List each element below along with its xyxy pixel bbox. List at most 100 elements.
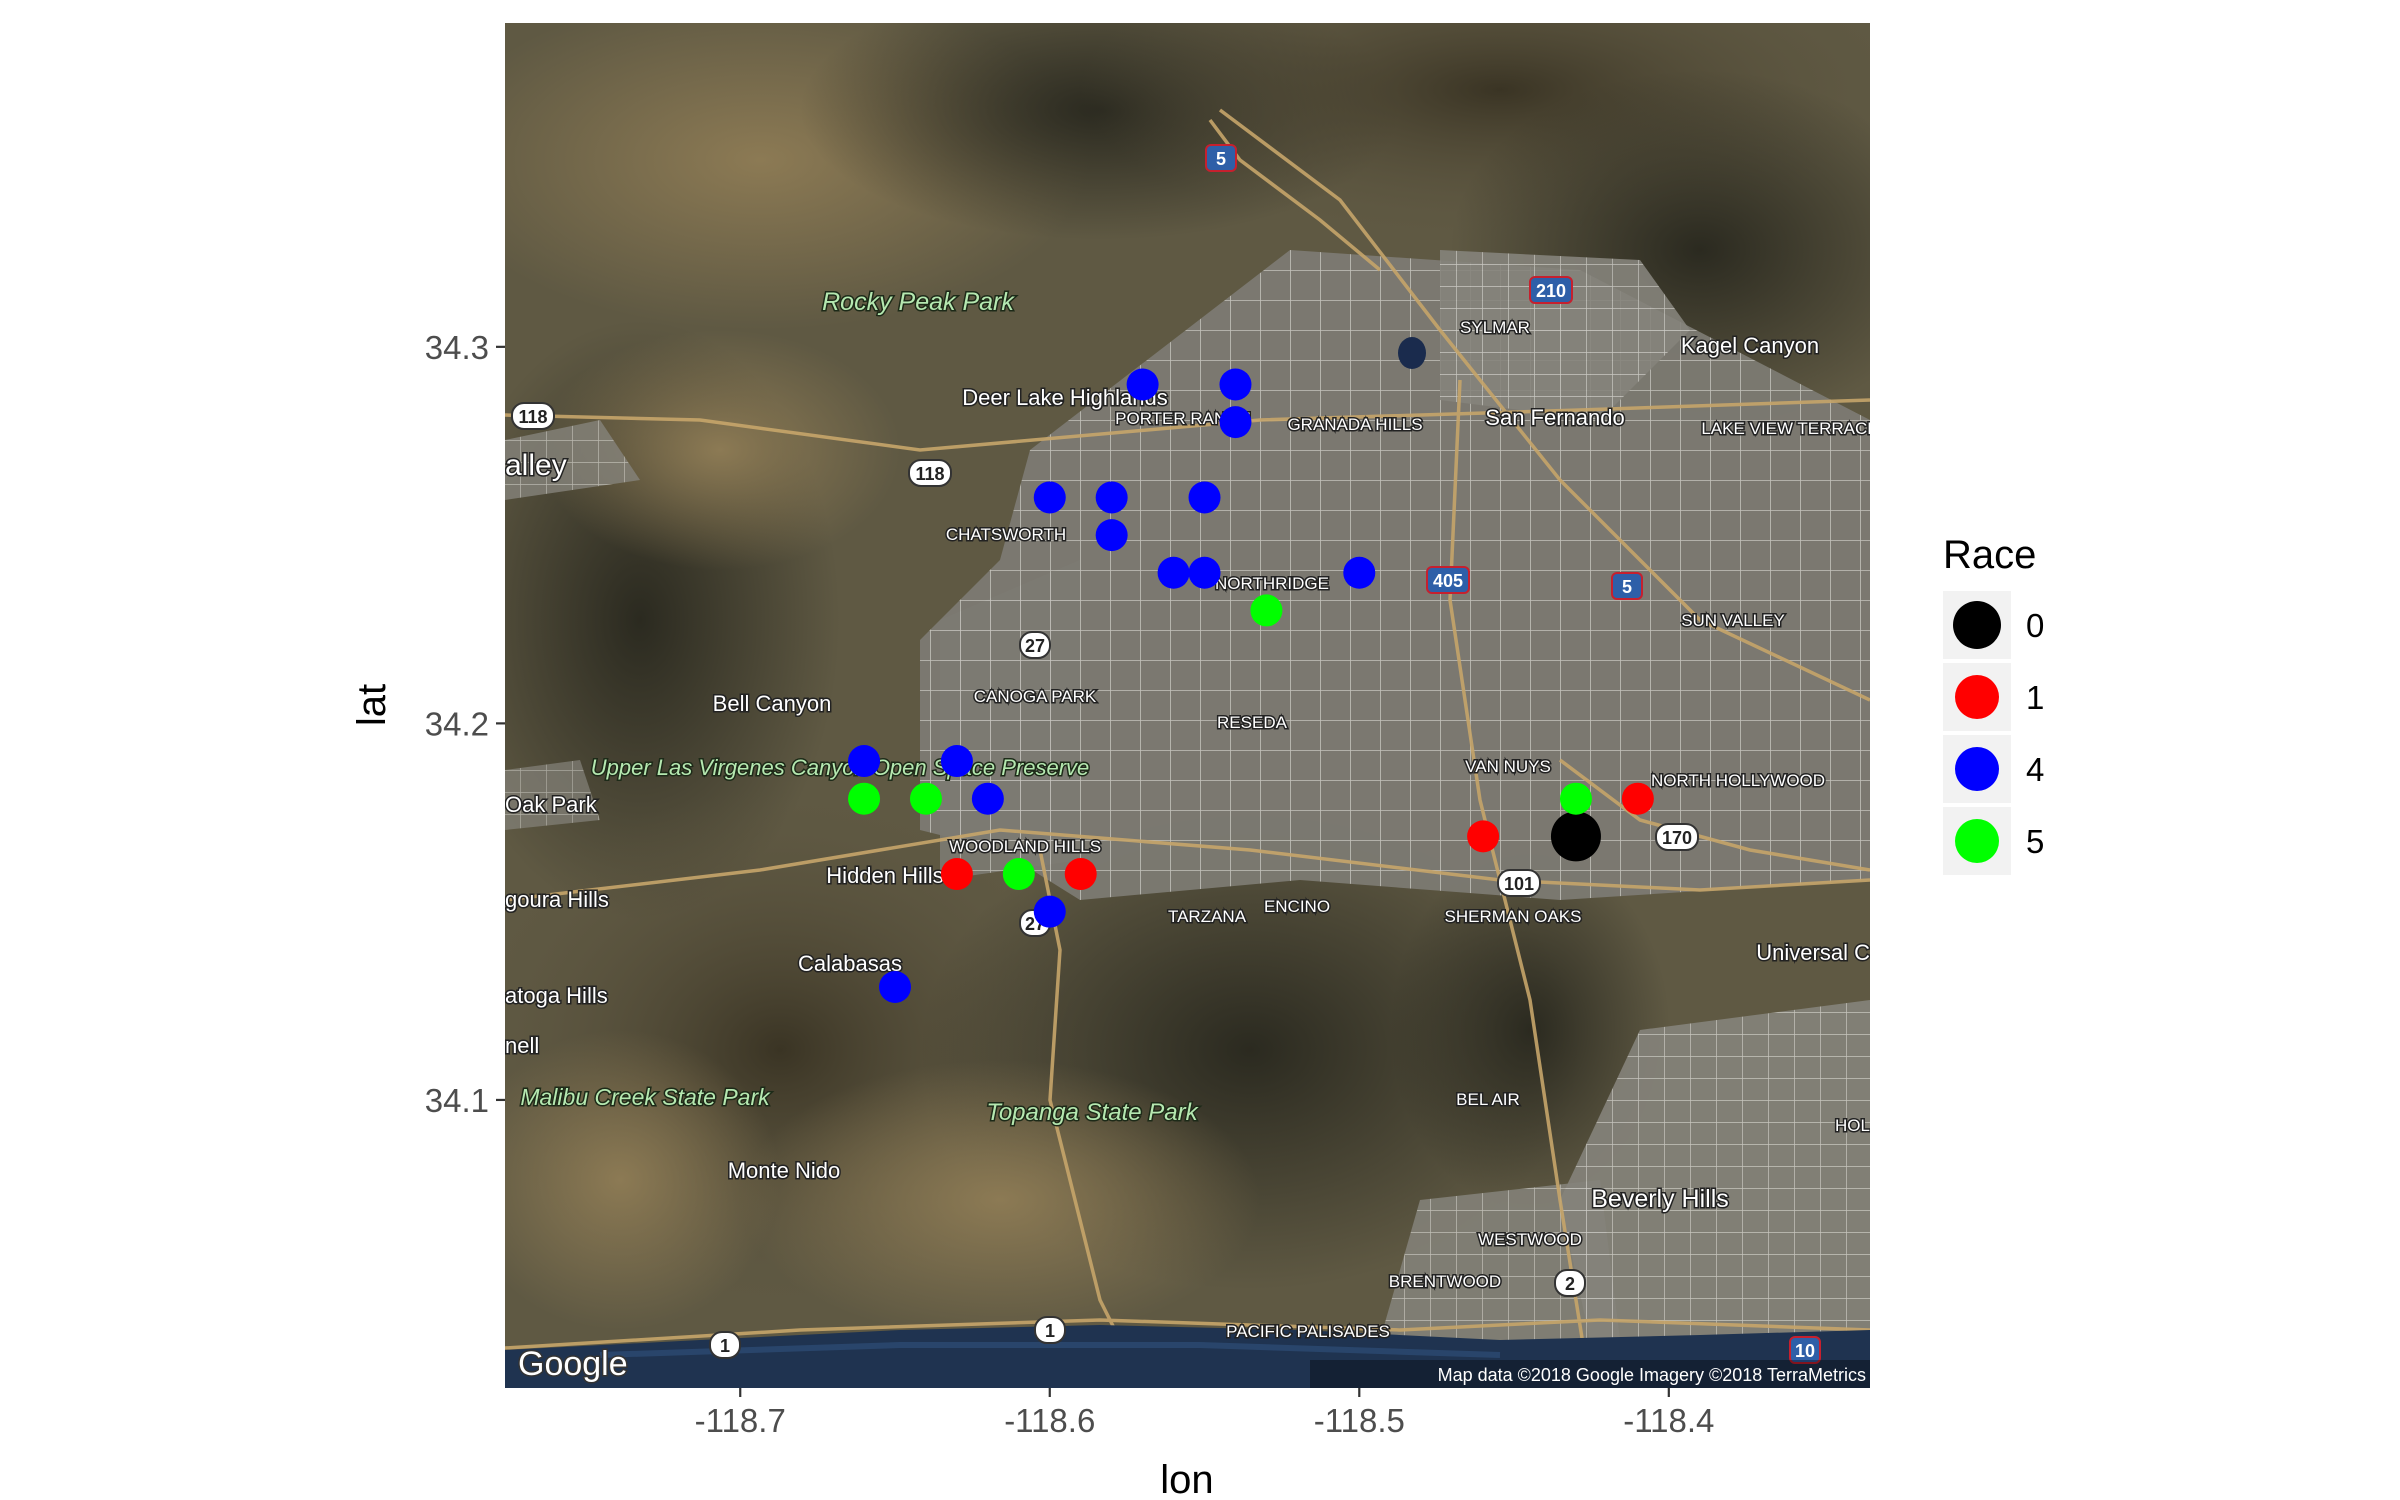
- point-race-4: [971, 782, 1004, 815]
- place-label: VAN NUYS: [1465, 757, 1551, 776]
- highway-shield-icon: [1034, 1316, 1066, 1344]
- place-label: Oak Park: [505, 792, 598, 817]
- point-race-1: [1621, 782, 1654, 815]
- park-label: Malibu Creek State Park: [520, 1084, 771, 1110]
- highway-shield-icon: [1554, 1269, 1586, 1297]
- place-label: Bell Canyon: [713, 691, 832, 716]
- place-label: Calabasas: [798, 951, 902, 976]
- legend-label: 5: [2026, 823, 2044, 860]
- x-tick-label: -118.6: [1004, 1402, 1095, 1439]
- place-label: Monte Nido: [728, 1158, 841, 1183]
- y-tick-label: 34.2: [425, 705, 489, 742]
- legend-key-5: [1955, 819, 1999, 863]
- google-logo: Google: [518, 1345, 628, 1383]
- park-label: Rocky Peak Park: [822, 288, 1015, 316]
- place-label: NORTH HOLLYWOOD: [1651, 771, 1825, 790]
- highway-shield-label: 10: [1795, 1341, 1815, 1361]
- highway-shield-label: 2: [1565, 1274, 1575, 1294]
- highway-shield-label: 118: [915, 464, 944, 484]
- point-race-5: [1559, 782, 1592, 815]
- map-place-labels: SYLMAR Kagel Canyon San Fernando LAKE VI…: [505, 317, 1878, 1343]
- place-label: GRANADA HILLS: [1287, 415, 1422, 434]
- highway-shield-label: 5: [1216, 149, 1226, 169]
- point-race-4: [1126, 368, 1159, 401]
- place-label: RESEDA: [1217, 713, 1288, 732]
- highway-shield-icon: [1655, 823, 1699, 851]
- point-race-4: [1095, 481, 1128, 514]
- highway-shield-label: 101: [1504, 874, 1534, 894]
- point-race-1: [1467, 820, 1500, 853]
- legend-title: Race: [1943, 533, 2036, 577]
- place-label: HOL: [1835, 1116, 1870, 1135]
- highway-shield-icon: [1789, 1336, 1821, 1364]
- point-race-0: [1550, 811, 1601, 862]
- place-label: atoga Hills: [505, 983, 608, 1008]
- highway-shield-label: 1: [1045, 1321, 1055, 1341]
- highway-shield-icon: [1611, 572, 1643, 600]
- place-label: ENCINO: [1264, 897, 1330, 916]
- legend-key-1: [1955, 675, 1999, 719]
- place-label: San Fernando: [1485, 405, 1624, 430]
- place-label: PORTER RANCH: [1115, 409, 1251, 428]
- point-race-1: [1064, 858, 1097, 891]
- highway-shield-label: 118: [518, 407, 547, 427]
- point-race-4: [848, 745, 881, 778]
- point-race-4: [879, 970, 911, 1003]
- point-race-4: [1033, 481, 1066, 514]
- legend-key-4: [1955, 747, 1999, 791]
- point-race-4: [1033, 895, 1066, 928]
- y-tick-label: 34.1: [425, 1082, 489, 1119]
- x-tick-label: -118.4: [1623, 1402, 1714, 1439]
- data-points: [848, 368, 1654, 1003]
- place-label: goura Hills: [505, 887, 609, 912]
- place-label: LAKE VIEW TERRACE: [1701, 419, 1878, 438]
- point-race-4: [1219, 406, 1252, 439]
- place-label: WOODLAND HILLS: [949, 837, 1101, 856]
- y-axis: 34.1 34.2 34.3: [425, 329, 505, 1119]
- park-label: Topanga State Park: [986, 1099, 1199, 1126]
- map-background: SYLMAR Kagel Canyon San Fernando LAKE VI…: [505, 23, 1878, 1388]
- highway-shield-label: 405: [1433, 571, 1463, 591]
- x-axis: -118.7 -118.6 -118.5 -118.4: [695, 1388, 1714, 1439]
- legend-label: 0: [2026, 607, 2044, 644]
- legend-label: 1: [2026, 679, 2044, 716]
- highway-shield-label: 27: [1025, 636, 1045, 656]
- x-tick-label: -118.7: [695, 1402, 786, 1439]
- y-tick-label: 34.3: [425, 329, 489, 366]
- point-race-4: [940, 745, 973, 778]
- place-label: BEL AIR: [1456, 1090, 1520, 1109]
- park-label: Upper Las Virgenes Canyon Open Space Pre…: [591, 755, 1090, 780]
- place-label: SYLMAR: [1460, 318, 1530, 337]
- point-race-4: [1219, 368, 1252, 401]
- place-label: nell: [505, 1033, 539, 1058]
- place-label: BRENTWOOD: [1389, 1272, 1501, 1291]
- point-race-4: [1188, 556, 1221, 589]
- place-label: Kagel Canyon: [1681, 333, 1819, 358]
- point-race-4: [1157, 556, 1190, 589]
- place-label: NORTHRIDGE: [1215, 574, 1329, 593]
- highway-shield-label: 210: [1536, 281, 1566, 301]
- point-race-4: [1188, 481, 1221, 514]
- highway-shield-icon: [1426, 566, 1470, 594]
- point-race-5: [909, 782, 942, 815]
- y-axis-title: lat: [350, 684, 394, 726]
- highway-shield-icon: [1529, 276, 1573, 304]
- place-label: PACIFIC PALISADES: [1226, 1322, 1390, 1341]
- place-label: TARZANA: [1168, 907, 1247, 926]
- highway-shield-icon: [1205, 144, 1237, 172]
- map-park-labels: Rocky Peak Park Upper Las Virgenes Canyo…: [519, 287, 1201, 1128]
- highway-shield-icon: [511, 402, 555, 430]
- highway-shield-icon: [908, 459, 952, 487]
- attribution-bar: [1310, 1360, 1870, 1388]
- legend-key-0: [1953, 601, 2001, 649]
- highway-shield-label: 170: [1662, 828, 1692, 848]
- point-race-1: [940, 858, 973, 891]
- x-axis-title: lon: [1160, 1458, 1213, 1500]
- legend: Race 0 1 4 5: [1943, 533, 2044, 875]
- point-race-4: [1095, 519, 1128, 552]
- place-label: SHERMAN OAKS: [1445, 907, 1582, 926]
- place-label: SUN VALLEY: [1681, 611, 1785, 630]
- point-race-5: [1002, 858, 1035, 891]
